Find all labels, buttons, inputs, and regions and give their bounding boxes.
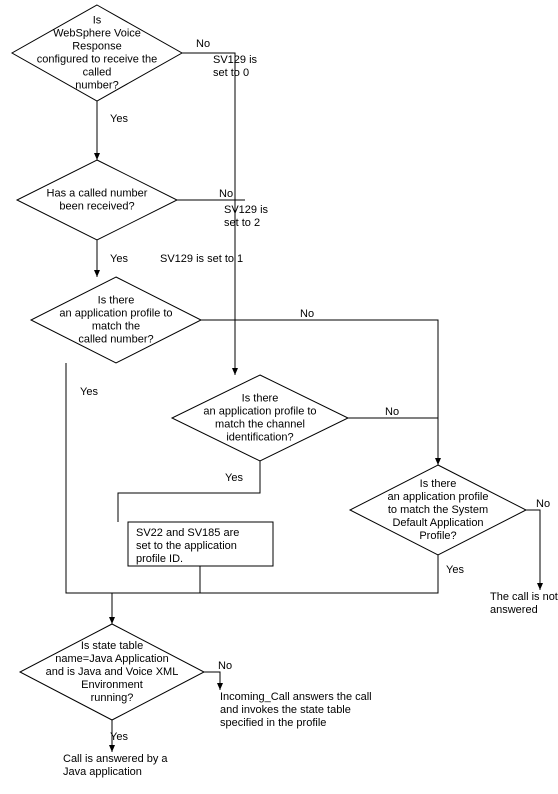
label-line: Java application xyxy=(63,766,142,778)
label-line: and invokes the state table xyxy=(220,704,351,716)
label-line: running? xyxy=(91,692,134,704)
label-line: been received? xyxy=(59,201,134,213)
label-line: called xyxy=(83,67,112,79)
label-line: match the xyxy=(92,321,140,333)
decision-d2-label: Has a called numberbeen received? xyxy=(47,188,148,213)
label-line: Profile? xyxy=(419,530,456,542)
label-line: WebSphere Voice xyxy=(53,28,141,40)
terminal-notans: The call is notanswered xyxy=(490,591,558,616)
label-line: to match the System xyxy=(388,504,488,516)
edge-8 xyxy=(112,566,200,593)
label-line: Has a called number xyxy=(47,188,148,200)
edgelabel-d2sv1: SV129 is set to 1 xyxy=(160,253,243,265)
label-line: Call is answered by a xyxy=(63,753,168,765)
edge-5 xyxy=(66,363,112,624)
edgelabel-d6no: No xyxy=(218,660,232,672)
edge-11 xyxy=(204,672,220,690)
label-line: name=Java Application xyxy=(55,653,168,665)
edgelabel-d1no: No xyxy=(196,38,210,50)
label-line: Is there xyxy=(420,478,457,490)
label-line: Is xyxy=(93,15,102,27)
edgelabel-d1yes: Yes xyxy=(110,113,128,125)
label-line: SV129 is xyxy=(213,54,258,66)
edgelabel-d5no: No xyxy=(536,498,550,510)
label-line: identification? xyxy=(226,432,293,444)
label-line: an application profile xyxy=(388,491,489,503)
edge-9 xyxy=(526,510,540,590)
label-line: called number? xyxy=(78,334,153,346)
edge-7 xyxy=(118,461,260,522)
edgelabel-d5yes: Yes xyxy=(446,564,464,576)
label-line: Is there xyxy=(98,295,135,307)
label-line: answered xyxy=(490,604,538,616)
edgelabel-d3yes: Yes xyxy=(80,386,98,398)
terminal-incom: Incoming_Call answers the calland invoke… xyxy=(220,691,372,729)
edgelabel-d2sv: SV129 isset to 2 xyxy=(224,204,269,229)
label-line: and is Java and Voice XML xyxy=(46,666,179,678)
label-line: an application profile to xyxy=(59,308,172,320)
decision-d1-label: IsWebSphere VoiceResponseconfigured to r… xyxy=(37,15,157,92)
label-line: SV22 and SV185 are xyxy=(136,527,239,539)
label-line: set to the application xyxy=(136,540,237,552)
label-line: Incoming_Call answers the call xyxy=(220,691,372,703)
label-line: an application profile to xyxy=(203,406,316,418)
terminal-java: Call is answered by aJava application xyxy=(63,753,168,778)
label-line: number? xyxy=(75,80,118,92)
label-line: Is state table xyxy=(81,640,143,652)
label-line: Default Application xyxy=(392,517,483,529)
edgelabel-d2no: No xyxy=(219,188,233,200)
label-line: SV129 is xyxy=(224,204,269,216)
label-line: set to 0 xyxy=(213,67,249,79)
label-line: configured to receive the xyxy=(37,54,157,66)
label-line: Response xyxy=(72,41,122,53)
edgelabel-d6yes: Yes xyxy=(110,731,128,743)
label-line: profile ID. xyxy=(136,553,183,565)
edgelabel-d4no: No xyxy=(385,406,399,418)
edgelabel-d2yes: Yes xyxy=(110,253,128,265)
edgelabel-d1sv: SV129 isset to 0 xyxy=(213,54,258,79)
label-line: The call is not xyxy=(490,591,558,603)
label-line: match the channel xyxy=(215,419,305,431)
label-line: set to 2 xyxy=(224,217,260,229)
label-line: Environment xyxy=(81,679,143,691)
edgelabel-d3no: No xyxy=(300,308,314,320)
edgelabel-d4yes: Yes xyxy=(225,472,243,484)
label-line: Is there xyxy=(242,393,279,405)
label-line: specified in the profile xyxy=(220,717,326,729)
